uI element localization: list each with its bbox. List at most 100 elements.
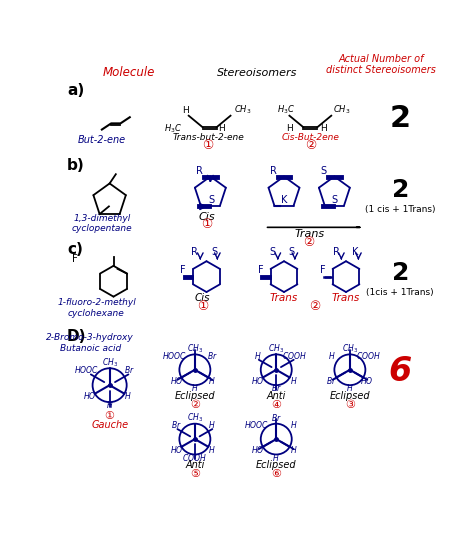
Text: ②: ② — [310, 300, 320, 313]
Text: ①: ① — [202, 139, 214, 152]
Text: $H_3C$: $H_3C$ — [164, 122, 182, 135]
Text: $H$: $H$ — [191, 382, 199, 393]
Text: H: H — [182, 106, 189, 115]
Text: 2: 2 — [392, 178, 409, 201]
Text: R: R — [333, 247, 340, 257]
Text: K: K — [281, 195, 287, 206]
Text: $HOOC$: $HOOC$ — [74, 364, 99, 375]
Text: Anti: Anti — [266, 391, 286, 401]
Text: $H$: $H$ — [208, 420, 216, 430]
Text: 1-fluoro-2-methyl
cyclohexane: 1-fluoro-2-methyl cyclohexane — [57, 299, 136, 318]
Text: $COOH$: $COOH$ — [182, 452, 207, 463]
Text: (1cis + 1Trans): (1cis + 1Trans) — [366, 288, 434, 297]
Text: Cis-But-2ene: Cis-But-2ene — [282, 133, 339, 142]
Text: Stereoisomers: Stereoisomers — [217, 68, 297, 78]
Text: $H$: $H$ — [106, 399, 113, 410]
Text: Trans: Trans — [294, 229, 324, 240]
Text: R: R — [270, 166, 277, 176]
Text: ①: ① — [201, 218, 212, 231]
Text: $HO$: $HO$ — [360, 375, 374, 386]
Text: $HO$: $HO$ — [170, 375, 183, 386]
Text: ①: ① — [197, 300, 208, 313]
Text: $HO$: $HO$ — [251, 444, 264, 455]
Text: a): a) — [67, 83, 84, 98]
Text: b): b) — [67, 158, 85, 173]
Text: ③: ③ — [345, 399, 355, 410]
Text: 6: 6 — [389, 356, 412, 388]
Text: $HOOC$: $HOOC$ — [162, 350, 187, 361]
Text: Eclipsed: Eclipsed — [329, 391, 370, 401]
Text: c): c) — [67, 242, 83, 257]
Text: $H$: $H$ — [273, 452, 280, 463]
Text: S: S — [331, 195, 337, 206]
Text: $H$: $H$ — [208, 375, 216, 386]
Text: $Br$: $Br$ — [171, 420, 182, 430]
Text: ②: ② — [190, 399, 200, 410]
Text: $HOOC$: $HOOC$ — [244, 420, 269, 430]
Text: $CH_3$: $CH_3$ — [187, 411, 203, 424]
Text: $HO$: $HO$ — [83, 390, 96, 401]
Text: H: H — [286, 124, 293, 133]
Text: $HO$: $HO$ — [251, 375, 264, 386]
Text: Eclipsed: Eclipsed — [256, 461, 297, 470]
Text: $CH_3$: $CH_3$ — [234, 103, 251, 116]
Text: ④: ④ — [271, 399, 281, 410]
Text: 2-Bromo-3-hydroxy
Butanoic acid: 2-Bromo-3-hydroxy Butanoic acid — [46, 333, 134, 352]
Text: F: F — [320, 265, 326, 275]
Text: $CH_3$: $CH_3$ — [101, 356, 118, 369]
Text: $COOH$: $COOH$ — [356, 350, 381, 361]
Text: S: S — [209, 195, 215, 206]
Text: H: H — [218, 124, 225, 133]
Text: 2: 2 — [392, 261, 409, 284]
Text: $H$: $H$ — [125, 390, 132, 401]
Text: Eclipsed: Eclipsed — [174, 391, 215, 401]
Text: R: R — [191, 247, 198, 257]
Text: $H$: $H$ — [328, 350, 335, 361]
Text: $Br$: $Br$ — [326, 375, 337, 386]
Text: $CH_3$: $CH_3$ — [268, 342, 284, 355]
Text: $CH_3$: $CH_3$ — [333, 103, 350, 116]
Text: $H$: $H$ — [290, 375, 297, 386]
Text: R: R — [196, 166, 203, 176]
Text: Trans: Trans — [332, 293, 360, 303]
Text: F: F — [72, 254, 78, 264]
Text: S: S — [269, 247, 275, 257]
Text: $Br$: $Br$ — [271, 382, 282, 393]
Text: Anti: Anti — [185, 461, 205, 470]
Text: K: K — [352, 247, 358, 257]
Text: ②: ② — [305, 139, 316, 152]
Text: $COOH$: $COOH$ — [283, 350, 307, 361]
Text: F: F — [258, 265, 264, 275]
Text: H: H — [319, 124, 327, 133]
Text: ②: ② — [303, 236, 315, 249]
Text: S: S — [320, 166, 327, 176]
Text: $H$: $H$ — [254, 350, 262, 361]
Text: Gauche: Gauche — [91, 420, 128, 429]
Text: S: S — [211, 247, 217, 257]
Text: F: F — [181, 265, 186, 275]
Text: D): D) — [67, 329, 86, 344]
Text: $H$: $H$ — [346, 382, 354, 393]
Text: Trans: Trans — [270, 293, 298, 303]
Text: 1,3-dimethyl
cyclopentane: 1,3-dimethyl cyclopentane — [72, 214, 132, 233]
Text: $H$: $H$ — [208, 444, 216, 455]
Text: $CH_3$: $CH_3$ — [342, 342, 358, 355]
Text: Molecule: Molecule — [103, 66, 155, 79]
Text: Cis: Cis — [195, 293, 210, 303]
Text: (1 cis + 1Trans): (1 cis + 1Trans) — [365, 205, 436, 214]
Text: ①: ① — [105, 411, 115, 421]
Text: $Br$: $Br$ — [271, 411, 282, 423]
Text: $Br$: $Br$ — [207, 350, 217, 361]
Text: Trans-but-2-ene: Trans-but-2-ene — [172, 133, 244, 142]
Text: ⑥: ⑥ — [271, 469, 281, 479]
Text: ⑤: ⑤ — [190, 469, 200, 479]
Text: $H$: $H$ — [290, 420, 297, 430]
Text: $H$: $H$ — [290, 444, 297, 455]
Text: But-2-ene: But-2-ene — [78, 135, 126, 144]
Text: $H_3C$: $H_3C$ — [277, 103, 295, 116]
Text: $CH_3$: $CH_3$ — [187, 342, 203, 355]
Text: Actual Number of
distinct Stereoisomers: Actual Number of distinct Stereoisomers — [326, 54, 436, 75]
Text: S: S — [289, 247, 295, 257]
Text: $HO$: $HO$ — [170, 444, 183, 455]
Text: $Br$: $Br$ — [124, 364, 135, 375]
